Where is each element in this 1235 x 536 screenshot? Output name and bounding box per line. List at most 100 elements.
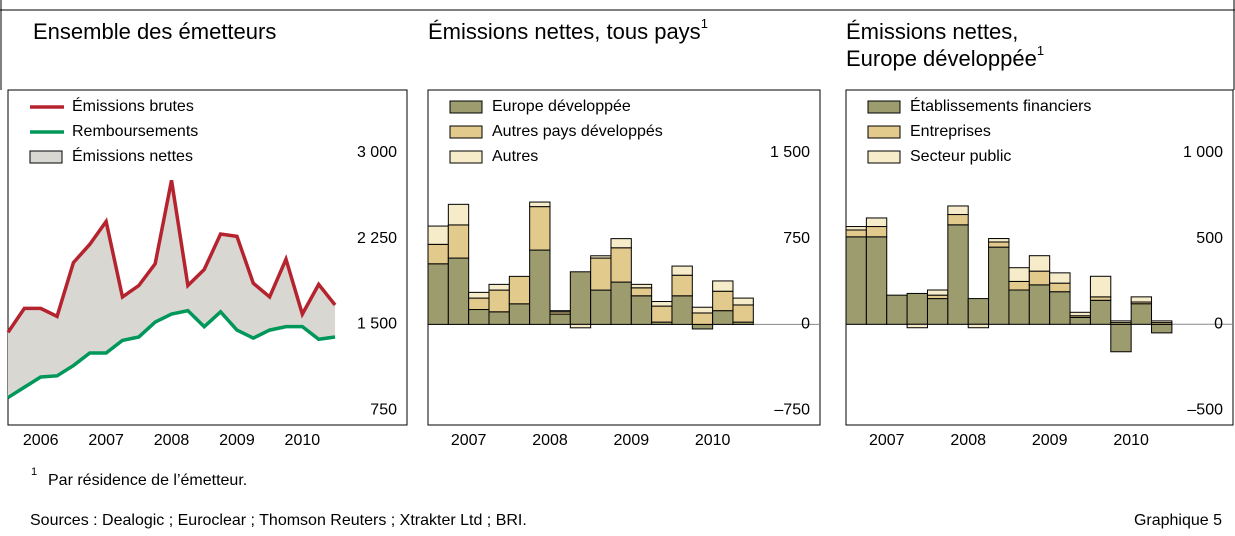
bar-segment <box>1008 280 1030 291</box>
bar-segment <box>947 205 969 216</box>
bar-segment <box>988 238 1010 243</box>
chart-title-line: Émissions nettes, <box>846 19 1018 44</box>
legend-label: Europe développée <box>492 98 631 115</box>
bar-segment <box>967 298 990 325</box>
chart-title: Ensemble des émetteurs <box>33 19 276 44</box>
bar-segment <box>529 206 551 251</box>
bar-segment <box>427 243 449 265</box>
bar-segment <box>691 312 714 325</box>
bar-segment <box>1089 275 1112 298</box>
y-tick-label: 1 500 <box>770 144 810 161</box>
x-tick-label: 2010 <box>285 432 321 449</box>
bar-segment <box>865 217 888 228</box>
chart-title-line: Ensemble des émetteurs <box>33 19 276 44</box>
bar-segment <box>906 323 928 329</box>
bar-segment <box>488 289 510 313</box>
y-tick-label: 0 <box>1214 316 1223 333</box>
bar-segment <box>651 301 673 307</box>
chart-title: Émissions nettes, <box>846 19 1018 44</box>
y-tick-label: 0 <box>801 316 810 333</box>
bar-segment <box>630 287 653 297</box>
bar-segment <box>712 290 734 312</box>
y-tick-label: 750 <box>370 401 397 418</box>
bar-segment <box>447 257 470 325</box>
legend-swatch <box>29 150 63 164</box>
net-area <box>8 180 336 398</box>
x-tick-label: 2007 <box>88 432 124 449</box>
y-tick-label: –750 <box>774 401 810 418</box>
bar-segment <box>468 291 490 299</box>
bar-segment <box>590 289 612 325</box>
bar-segment <box>1069 311 1091 317</box>
chart-title: Europe développée1 <box>846 43 1044 70</box>
bar-segment <box>671 274 693 297</box>
bar-segment <box>1049 291 1071 325</box>
bar-segment <box>1069 316 1091 325</box>
bar-segment <box>610 238 632 249</box>
bar-segment <box>947 214 969 226</box>
bar-segment <box>488 311 510 325</box>
chart-title: Émissions nettes, tous pays1 <box>428 16 708 43</box>
y-tick-label: 2 250 <box>357 230 397 247</box>
legend-swatch <box>449 125 483 139</box>
bar-segment <box>988 246 1010 325</box>
series-line <box>6 179 337 334</box>
plot-area <box>7 89 408 426</box>
legend-swatch <box>449 150 483 164</box>
series-line <box>7 308 336 400</box>
bar-segment <box>1028 255 1051 272</box>
bar-segment <box>529 249 551 325</box>
x-tick-label: 2008 <box>532 432 568 449</box>
bar-segment <box>468 297 490 311</box>
bar-segment <box>865 226 888 238</box>
bar-segment <box>1049 282 1071 293</box>
footnote-text: Par résidence de l’émetteur. <box>48 472 247 489</box>
bar-segment <box>590 257 612 291</box>
y-tick-label: 500 <box>1196 230 1223 247</box>
bar-segment <box>1130 296 1153 303</box>
footnote-mark: 1 <box>31 466 37 478</box>
bar-segment <box>1049 272 1071 284</box>
bar-segment <box>1151 320 1173 324</box>
bar-segment <box>651 305 673 323</box>
bar-segment <box>926 294 949 300</box>
x-tick-label: 2007 <box>451 432 487 449</box>
x-tick-label: 2009 <box>219 432 255 449</box>
bar-segment <box>967 323 990 329</box>
bar-segment <box>1028 270 1051 286</box>
bar-segment <box>845 226 867 231</box>
chart-title-line: Émissions nettes, tous pays <box>428 19 701 44</box>
chart-title-line: Europe développée <box>846 46 1037 71</box>
bar-segment <box>630 295 653 325</box>
bar-segment <box>732 297 754 306</box>
bar-segment <box>926 289 949 296</box>
bar-segment <box>468 309 490 325</box>
bar-segment <box>427 225 449 245</box>
y-tick-label: 1 500 <box>357 316 397 333</box>
bar-segment <box>549 313 571 325</box>
bar-segment <box>488 283 510 291</box>
bar-segment <box>1089 299 1112 325</box>
legend-swatch <box>449 100 483 114</box>
y-tick-label: –500 <box>1187 401 1223 418</box>
bar-segment <box>1110 323 1132 353</box>
bar-segment <box>671 265 693 276</box>
legend-label: Remboursements <box>72 123 198 140</box>
bar-segment <box>1008 267 1030 282</box>
bar-segment <box>886 294 908 325</box>
bar-segment <box>1028 284 1051 325</box>
bar-segment <box>610 247 632 283</box>
bar-segment <box>508 275 531 305</box>
bar-segment <box>691 306 714 314</box>
x-tick-label: 2009 <box>1032 432 1068 449</box>
y-tick-label: 1 000 <box>1183 144 1223 161</box>
x-tick-label: 2008 <box>154 432 190 449</box>
bar-segment <box>732 304 754 323</box>
bar-segment <box>590 255 612 259</box>
title-footnote-ref: 1 <box>701 16 708 31</box>
legend-swatch <box>867 150 901 164</box>
legend-label: Établissements financiers <box>910 96 1091 115</box>
bar-segment <box>906 292 928 325</box>
figure-label: Graphique 5 <box>1134 512 1222 529</box>
bar-segment <box>845 236 867 325</box>
